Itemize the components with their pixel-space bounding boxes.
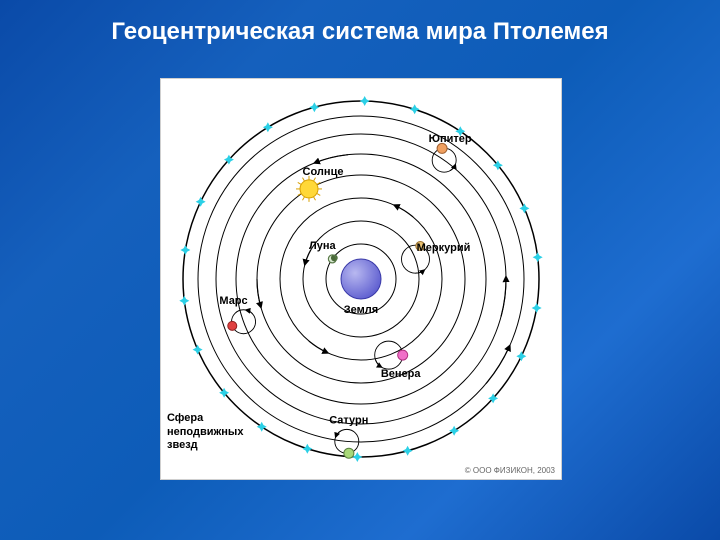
- slide-title: Геоцентрическая система мира Птолемея: [0, 18, 720, 46]
- star-icon: [257, 422, 267, 432]
- orbit-arrow: [305, 250, 311, 265]
- star-icon: [263, 122, 273, 132]
- orbit-arrow: [314, 155, 348, 163]
- star-icon: [533, 252, 543, 262]
- geocentric-diagram: Земля Луна Меркурий Венера Солнце Марс Юпитер С…: [160, 78, 562, 480]
- label-earth: Земля: [344, 304, 378, 316]
- label-saturn: Сатурн: [329, 414, 368, 426]
- fixed-stars-label: Сфера неподвижных звезд: [167, 412, 243, 453]
- star-icon: [410, 104, 420, 114]
- sun-ray: [317, 193, 320, 195]
- sun-ray: [298, 182, 301, 184]
- label-sun: Солнце: [303, 166, 344, 178]
- star-icon: [193, 345, 203, 355]
- star-icon: [403, 446, 413, 456]
- epicycle-arrow-mars: [246, 310, 253, 314]
- star-icon: [196, 197, 206, 207]
- sun-ray: [303, 178, 305, 181]
- label-mercury: Меркурий: [417, 242, 471, 254]
- orbit-arrow: [309, 341, 328, 353]
- label-jupiter: Юпитер: [429, 133, 472, 145]
- body-venus: [398, 350, 408, 360]
- star-icon: [309, 102, 319, 112]
- epicycle-arrow-mercury: [416, 270, 425, 273]
- orbit-arrow: [257, 279, 261, 308]
- body-earth: [341, 259, 381, 299]
- star-icon: [179, 296, 189, 306]
- label-mars: Марс: [219, 295, 247, 307]
- label-venus: Венера: [381, 368, 422, 380]
- star-icon: [532, 303, 542, 313]
- sun-ray: [314, 197, 316, 200]
- sun-ray: [314, 178, 316, 181]
- orbit-arrow: [394, 205, 413, 217]
- body-saturn: [344, 448, 354, 458]
- star-icon: [519, 203, 529, 213]
- star-icon: [516, 351, 526, 361]
- orbit-arrow: [486, 345, 510, 383]
- copyright-text: © ООО ФИЗИКОН, 2003: [465, 466, 555, 475]
- slide: Геоцентрическая система мира Птолемея Зе…: [0, 0, 720, 540]
- sun-ray: [303, 197, 305, 200]
- epicycle-arrow-saturn: [336, 431, 341, 437]
- star-icon: [302, 444, 312, 454]
- label-moon: Луна: [309, 240, 336, 252]
- star-icon: [180, 245, 190, 255]
- body-mars: [228, 321, 237, 330]
- epicycle-arrow-venus: [376, 360, 382, 367]
- orbit-arrow: [501, 276, 506, 316]
- body-sun: [300, 180, 318, 198]
- star-icon: [449, 426, 459, 436]
- star-icon: [360, 96, 370, 106]
